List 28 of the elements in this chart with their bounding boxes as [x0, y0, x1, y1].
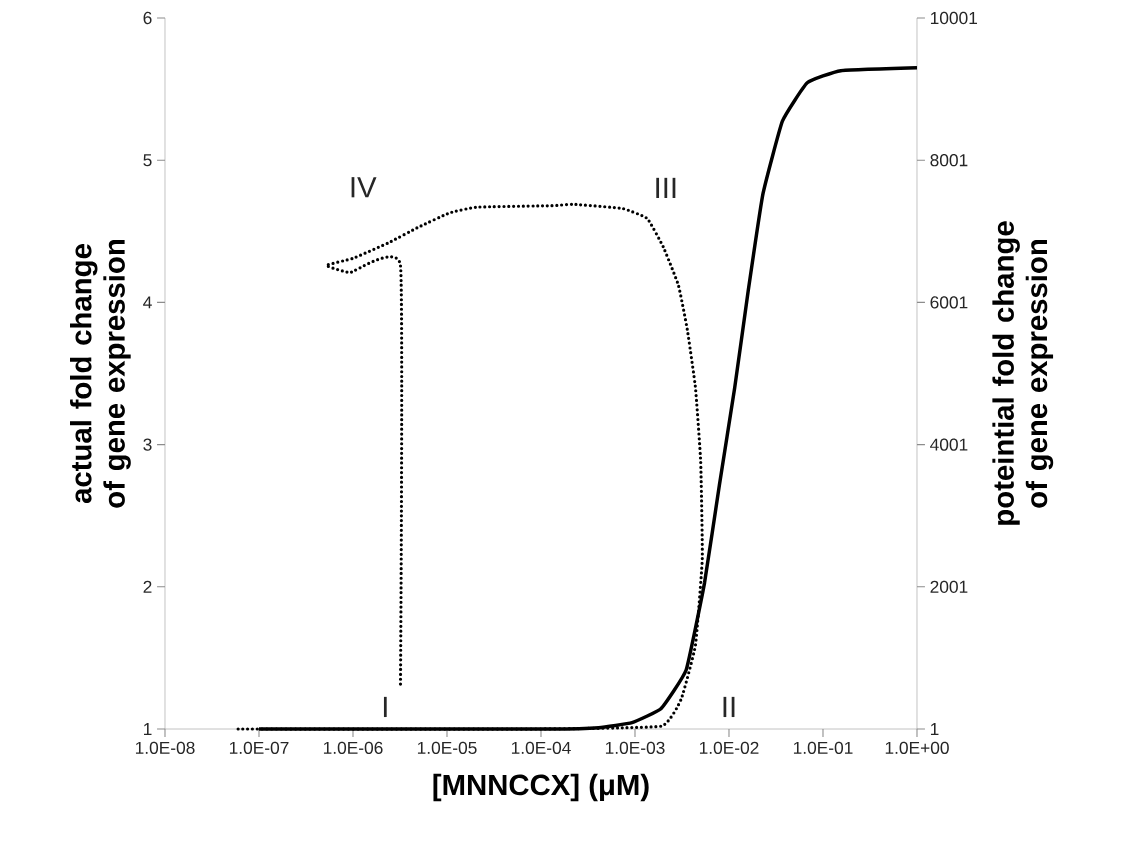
x-tick-label: 1.0E-05 — [417, 741, 477, 754]
y-tick-label: 6 — [143, 11, 152, 25]
y-axis-title: actual fold change of gene expression — [70, 240, 131, 508]
y-tick-label: 2 — [143, 580, 152, 593]
x-tick-label: 1.0E-06 — [323, 741, 383, 754]
y2-tick-label: 2001 — [930, 580, 968, 593]
y2-axis-title: poteintial fold change of gene expression — [992, 221, 1054, 525]
x-tick-label: 1.0E-04 — [511, 741, 571, 754]
y2-tick-label: 8001 — [930, 154, 968, 167]
x-tick-label: 1.0E-01 — [793, 741, 853, 754]
x-tick-label: 1.0E+00 — [885, 741, 949, 754]
y2-tick-label: 6001 — [930, 296, 968, 309]
y2-tick-label: 10001 — [930, 11, 978, 25]
x-tick-label: 1.0E-03 — [605, 741, 665, 754]
x-tick-label: 1.0E-08 — [135, 741, 195, 754]
x-tick-label: 1.0E-07 — [229, 741, 289, 754]
y-tick-label: 3 — [143, 438, 152, 451]
annotation: IV — [351, 177, 377, 198]
annotation: III — [656, 177, 676, 199]
y-tick-label: 4 — [143, 296, 152, 309]
y2-tick-label: 4001 — [930, 438, 968, 451]
y-tick-label: 5 — [143, 154, 152, 167]
x-axis-title: [MNNCCX] (μM) — [433, 773, 649, 802]
y2-tick-label: 1 — [930, 723, 939, 735]
annotation: I — [383, 696, 387, 718]
annotation: II — [723, 696, 735, 718]
x-tick-label: 1.0E-02 — [699, 741, 759, 754]
y-tick-label: 1 — [144, 723, 152, 735]
